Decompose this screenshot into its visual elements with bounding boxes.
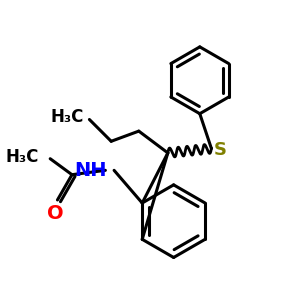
- Text: S: S: [214, 141, 227, 159]
- Text: H₃C: H₃C: [5, 148, 39, 166]
- Text: O: O: [47, 204, 63, 223]
- Text: NH: NH: [74, 161, 107, 180]
- Text: H₃C: H₃C: [50, 108, 84, 126]
